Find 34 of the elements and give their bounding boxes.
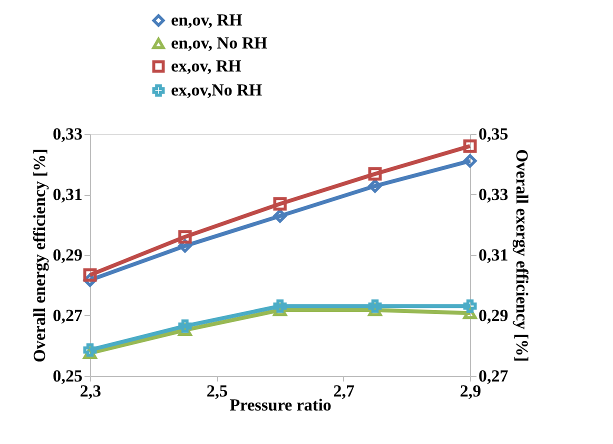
x-tick-label: 2,7 [333, 382, 355, 400]
legend-label: en,ov, No RH [171, 34, 268, 52]
y-tick-label: 0,25 [52, 366, 82, 386]
x-tick-label: 2,9 [460, 382, 482, 400]
point [178, 230, 192, 244]
x-axis-title: Pressure ratio [230, 396, 332, 414]
x-tick-label: 2,3 [80, 382, 102, 400]
point [368, 167, 382, 181]
y-tick-label: 0,27 [52, 306, 83, 325]
point [83, 268, 97, 282]
point [463, 299, 477, 313]
y-axis-title: Overall energy efficiency [%] [30, 148, 49, 362]
y2-tick-label: 0,33 [478, 185, 508, 204]
legend-label: ex,ov,No RH [171, 80, 262, 100]
y2-axis-title: Overall exergy efficiency [%] [512, 149, 532, 362]
point [178, 319, 192, 333]
y2-tick-label: 0,27 [478, 366, 509, 386]
y2-tick-label: 0,35 [478, 124, 508, 144]
legend-label: en,ov, RH [171, 10, 242, 30]
point [273, 197, 287, 211]
point [368, 299, 382, 313]
point [83, 343, 97, 357]
point [368, 179, 382, 193]
point [463, 139, 477, 153]
y2-tick-label: 0,29 [478, 306, 508, 325]
legend-label: ex,ov, RH [171, 56, 242, 76]
x-tick-label: 2,5 [206, 382, 228, 400]
y-tick-label: 0,31 [52, 185, 82, 204]
y-tick-label: 0,33 [52, 124, 82, 144]
y2-tick-label: 0,31 [478, 246, 508, 264]
y-tick-label: 0,29 [52, 246, 82, 264]
point [273, 209, 287, 223]
point [463, 154, 477, 168]
point [273, 299, 287, 313]
